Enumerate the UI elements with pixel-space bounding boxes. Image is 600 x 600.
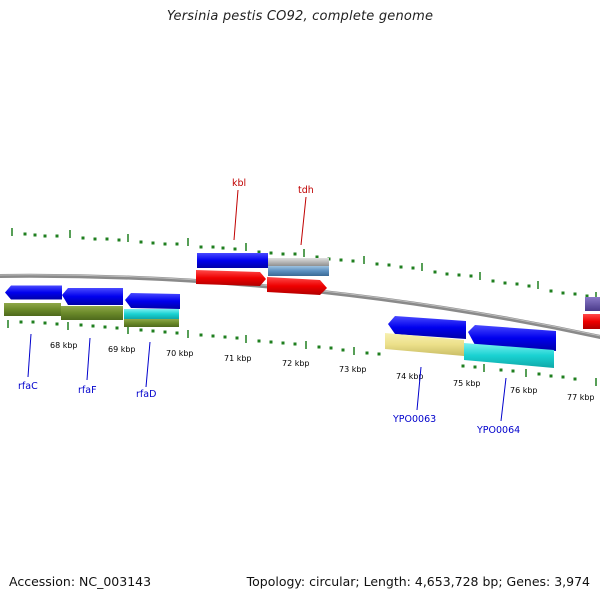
kbp-label: 70 kbp: [166, 349, 194, 358]
kbp-scale: 68 kbp 69 kbp 70 kbp 71 kbp 72 kbp 73 kb…: [50, 341, 595, 402]
gene-label-kbl: kbl: [232, 178, 246, 189]
kbp-label: 76 kbp: [510, 386, 538, 395]
gene-YPO0063[interactable]: [385, 316, 466, 356]
gene-edge-feature[interactable]: [583, 297, 600, 329]
gene-feature: [385, 333, 464, 356]
gene-arrow: [62, 288, 123, 305]
gene-label-rfaF: rfaF: [78, 385, 97, 396]
gene-arrow: [125, 293, 180, 309]
map-title: Yersinia pestis CO92, complete genome: [166, 9, 434, 24]
kbp-label: 68 kbp: [50, 341, 78, 350]
genome-summary-text: Topology: circular; Length: 4,653,728 bp…: [246, 574, 590, 589]
kbp-label: 77 kbp: [567, 393, 595, 402]
gene-label-tdh: tdh: [298, 185, 314, 196]
gene-feature: [124, 309, 179, 319]
kbp-label: 74 kbp: [396, 372, 424, 381]
accession-text: Accession: NC_003143: [9, 574, 152, 589]
gene-label-rfaD: rfaD: [136, 389, 156, 400]
gene-arrow: [5, 285, 62, 300]
kbp-label: 72 kbp: [282, 359, 310, 368]
gene-arrow: [388, 316, 466, 339]
gene-feature: [4, 303, 61, 316]
gene-arrow: [267, 277, 327, 295]
gene-label-YPO0064: YPO0064: [476, 425, 520, 436]
gene-feature: [585, 297, 600, 311]
gene-kbl[interactable]: [196, 253, 268, 286]
gene-feature: [124, 319, 179, 327]
kbp-label: 69 kbp: [108, 345, 136, 354]
kbp-label: 71 kbp: [224, 354, 252, 363]
gene-rfaF[interactable]: [61, 288, 123, 320]
gene-feature: [268, 258, 329, 266]
label-leader-lines: [27, 189, 507, 422]
kbp-label: 75 kbp: [453, 379, 481, 388]
inner-tick-row: [7, 320, 597, 386]
gene-label-rfaC: rfaC: [18, 381, 38, 392]
gene-feature: [268, 266, 329, 276]
gene-arrow: [196, 270, 266, 286]
gene-arrow: [468, 325, 556, 351]
gene-label-YPO0063: YPO0063: [392, 414, 436, 425]
gene-rfaC[interactable]: [4, 285, 62, 317]
gene-YPO0064[interactable]: [464, 325, 556, 368]
gene-feature: [197, 253, 268, 268]
gene-rfaD[interactable]: [124, 293, 180, 327]
gene-tdh[interactable]: [267, 258, 329, 295]
gene-feature: [464, 343, 554, 368]
gene-feature: [61, 306, 123, 320]
kbp-label: 73 kbp: [339, 365, 367, 374]
gene-feature: [583, 314, 600, 329]
